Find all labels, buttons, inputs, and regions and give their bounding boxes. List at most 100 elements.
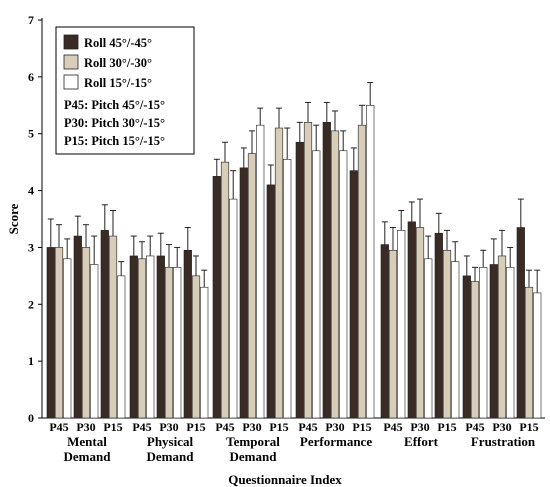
bar (100, 230, 109, 419)
x-tick-label: P15 (519, 420, 538, 434)
bar (349, 170, 358, 419)
bar (46, 247, 55, 419)
bar (516, 227, 525, 419)
bar (200, 286, 209, 419)
x-tick-label: P15 (437, 420, 456, 434)
group-label: Effort (404, 434, 439, 449)
x-tick-label: P30 (242, 420, 261, 434)
bar (229, 198, 238, 419)
group-label: Frustration (471, 434, 536, 449)
x-tick-label: P30 (492, 420, 511, 434)
bar (81, 247, 91, 419)
bar (424, 258, 433, 419)
legend-entry: Roll 45°/-45° (84, 36, 152, 50)
bar (212, 176, 221, 419)
bar (108, 235, 118, 419)
bar (117, 275, 126, 419)
group-label: Demand (64, 449, 112, 464)
x-tick-label: P15 (186, 420, 205, 434)
legend-box (55, 26, 195, 155)
x-tick-label: P45 (132, 420, 151, 434)
bar (322, 122, 331, 419)
group-label: Mental (67, 434, 107, 449)
x-tick-label: P45 (465, 420, 484, 434)
group-label: Performance (300, 434, 372, 449)
bar (164, 267, 174, 419)
bar (191, 275, 201, 419)
y-tick-label: 1 (28, 354, 34, 368)
y-axis-title: Score (6, 203, 21, 234)
bar (407, 221, 416, 419)
y-tick-label: 5 (28, 127, 34, 141)
legend-note: P45: Pitch 45°/-15° (64, 98, 165, 112)
chart-bars (46, 82, 542, 419)
bar (156, 255, 165, 419)
bar (137, 258, 147, 419)
group-label: Demand (230, 449, 278, 464)
x-tick-label: P15 (103, 420, 122, 434)
legend-entry: Roll 30°/-30° (84, 56, 152, 70)
bar (330, 130, 340, 419)
y-tick-label: 0 (28, 411, 34, 425)
x-tick-label: P30 (410, 420, 429, 434)
bar (183, 249, 192, 419)
x-tick-label: P30 (325, 420, 344, 434)
bar (434, 232, 443, 419)
x-tick-label: P45 (298, 420, 317, 434)
chart-axes: 0 1 2 3 4 5 6 7 (28, 13, 545, 425)
bar (451, 261, 460, 419)
x-tick-label: P15 (269, 420, 288, 434)
bar (366, 104, 375, 419)
bar (497, 255, 507, 419)
bar (256, 124, 265, 419)
legend-swatch (63, 74, 79, 90)
bar (303, 122, 313, 419)
bar (397, 230, 406, 419)
group-label: Demand (147, 449, 195, 464)
bar (295, 141, 304, 419)
y-tick-label: 2 (28, 297, 34, 311)
bar (247, 153, 257, 419)
bar (54, 247, 64, 419)
bar (283, 159, 292, 419)
bar (506, 267, 515, 419)
bar (90, 264, 99, 419)
bar (274, 127, 284, 419)
y-tick-label: 3 (28, 240, 34, 254)
x-tick-label: P30 (159, 420, 178, 434)
x-tick-label: P30 (76, 420, 95, 434)
bar (129, 255, 138, 419)
bar (479, 267, 488, 419)
bar (73, 235, 82, 419)
y-tick-label: 6 (28, 70, 34, 84)
bar (146, 255, 155, 419)
legend-note: P15: Pitch 15°/-15° (64, 134, 165, 148)
bar (524, 286, 534, 419)
bar (470, 281, 480, 419)
legend-note: P30: Pitch 30°/-15° (64, 116, 165, 130)
x-tick-label: P45 (215, 420, 234, 434)
bar (533, 292, 542, 419)
legend-swatch (63, 34, 79, 50)
bar (339, 150, 348, 419)
legend-entry: Roll 15°/-15° (84, 76, 152, 90)
bar (266, 184, 275, 419)
x-tick-label: P15 (352, 420, 371, 434)
y-tick-label: 7 (28, 13, 34, 27)
bar (239, 167, 248, 419)
bar (63, 258, 72, 419)
bar (415, 227, 425, 419)
bar (388, 249, 398, 419)
bar (442, 249, 452, 419)
group-label: Temporal (226, 434, 280, 449)
x-tick-label: P45 (49, 420, 68, 434)
x-axis-title: Questionnaire Index (228, 472, 342, 487)
legend-swatch (63, 54, 79, 70)
chart-legend: Roll 45°/-45° Roll 30°/-30° Roll 15°/-15° P… (55, 26, 195, 155)
bar (462, 275, 471, 419)
bar (357, 124, 367, 419)
bar (173, 267, 182, 419)
x-tick-label: P45 (383, 420, 402, 434)
